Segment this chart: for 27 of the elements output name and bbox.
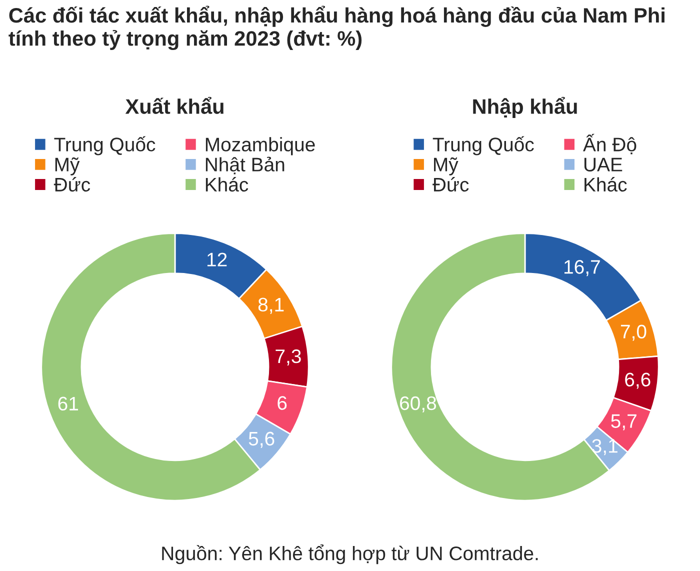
data-label: 8,1 xyxy=(258,298,284,314)
legend-label: Trung Quốc xyxy=(54,136,156,156)
data-label: 6 xyxy=(278,396,287,410)
text: Nguồn: Yên Khê tổng hợp từ UN Comtrade. xyxy=(162,544,538,564)
legend-label: Mỹ xyxy=(434,157,458,176)
data-label: 7,3 xyxy=(276,349,301,366)
data-label: 5,6 xyxy=(248,432,274,448)
data-label: 60,8 xyxy=(400,396,436,412)
data-label: 16,7 xyxy=(564,260,600,276)
legend-label: Trung Quốc xyxy=(432,136,534,156)
legend-label: Khác xyxy=(206,177,248,192)
data-label: 61 xyxy=(58,396,78,411)
data-label: 12 xyxy=(207,252,227,266)
text: Các đối tác xuất khẩu, nhập khẩu hàng hoá hàng đầu của Nam Phi tính theo tỷ trọng năm 2023 (đvt: %) xyxy=(8,6,664,50)
legend-label: Mozambique xyxy=(206,137,315,156)
legend-label: Nhật Bản xyxy=(206,156,284,174)
legend-label: Khác xyxy=(584,177,627,192)
legend-label: UAE xyxy=(584,158,622,172)
data-label: 6,6 xyxy=(625,372,650,389)
legend-label: Đức xyxy=(432,177,469,192)
legend-label: Ấn Độ xyxy=(583,134,636,154)
chart-title: Nhập khẩu xyxy=(473,96,577,118)
data-label: 5,7 xyxy=(611,414,636,430)
data-label: 7,0 xyxy=(620,324,646,341)
chart-title: Xuất khẩu xyxy=(125,96,224,114)
legend-label: Đức xyxy=(54,177,90,192)
legend-label: Mỹ xyxy=(55,157,80,176)
